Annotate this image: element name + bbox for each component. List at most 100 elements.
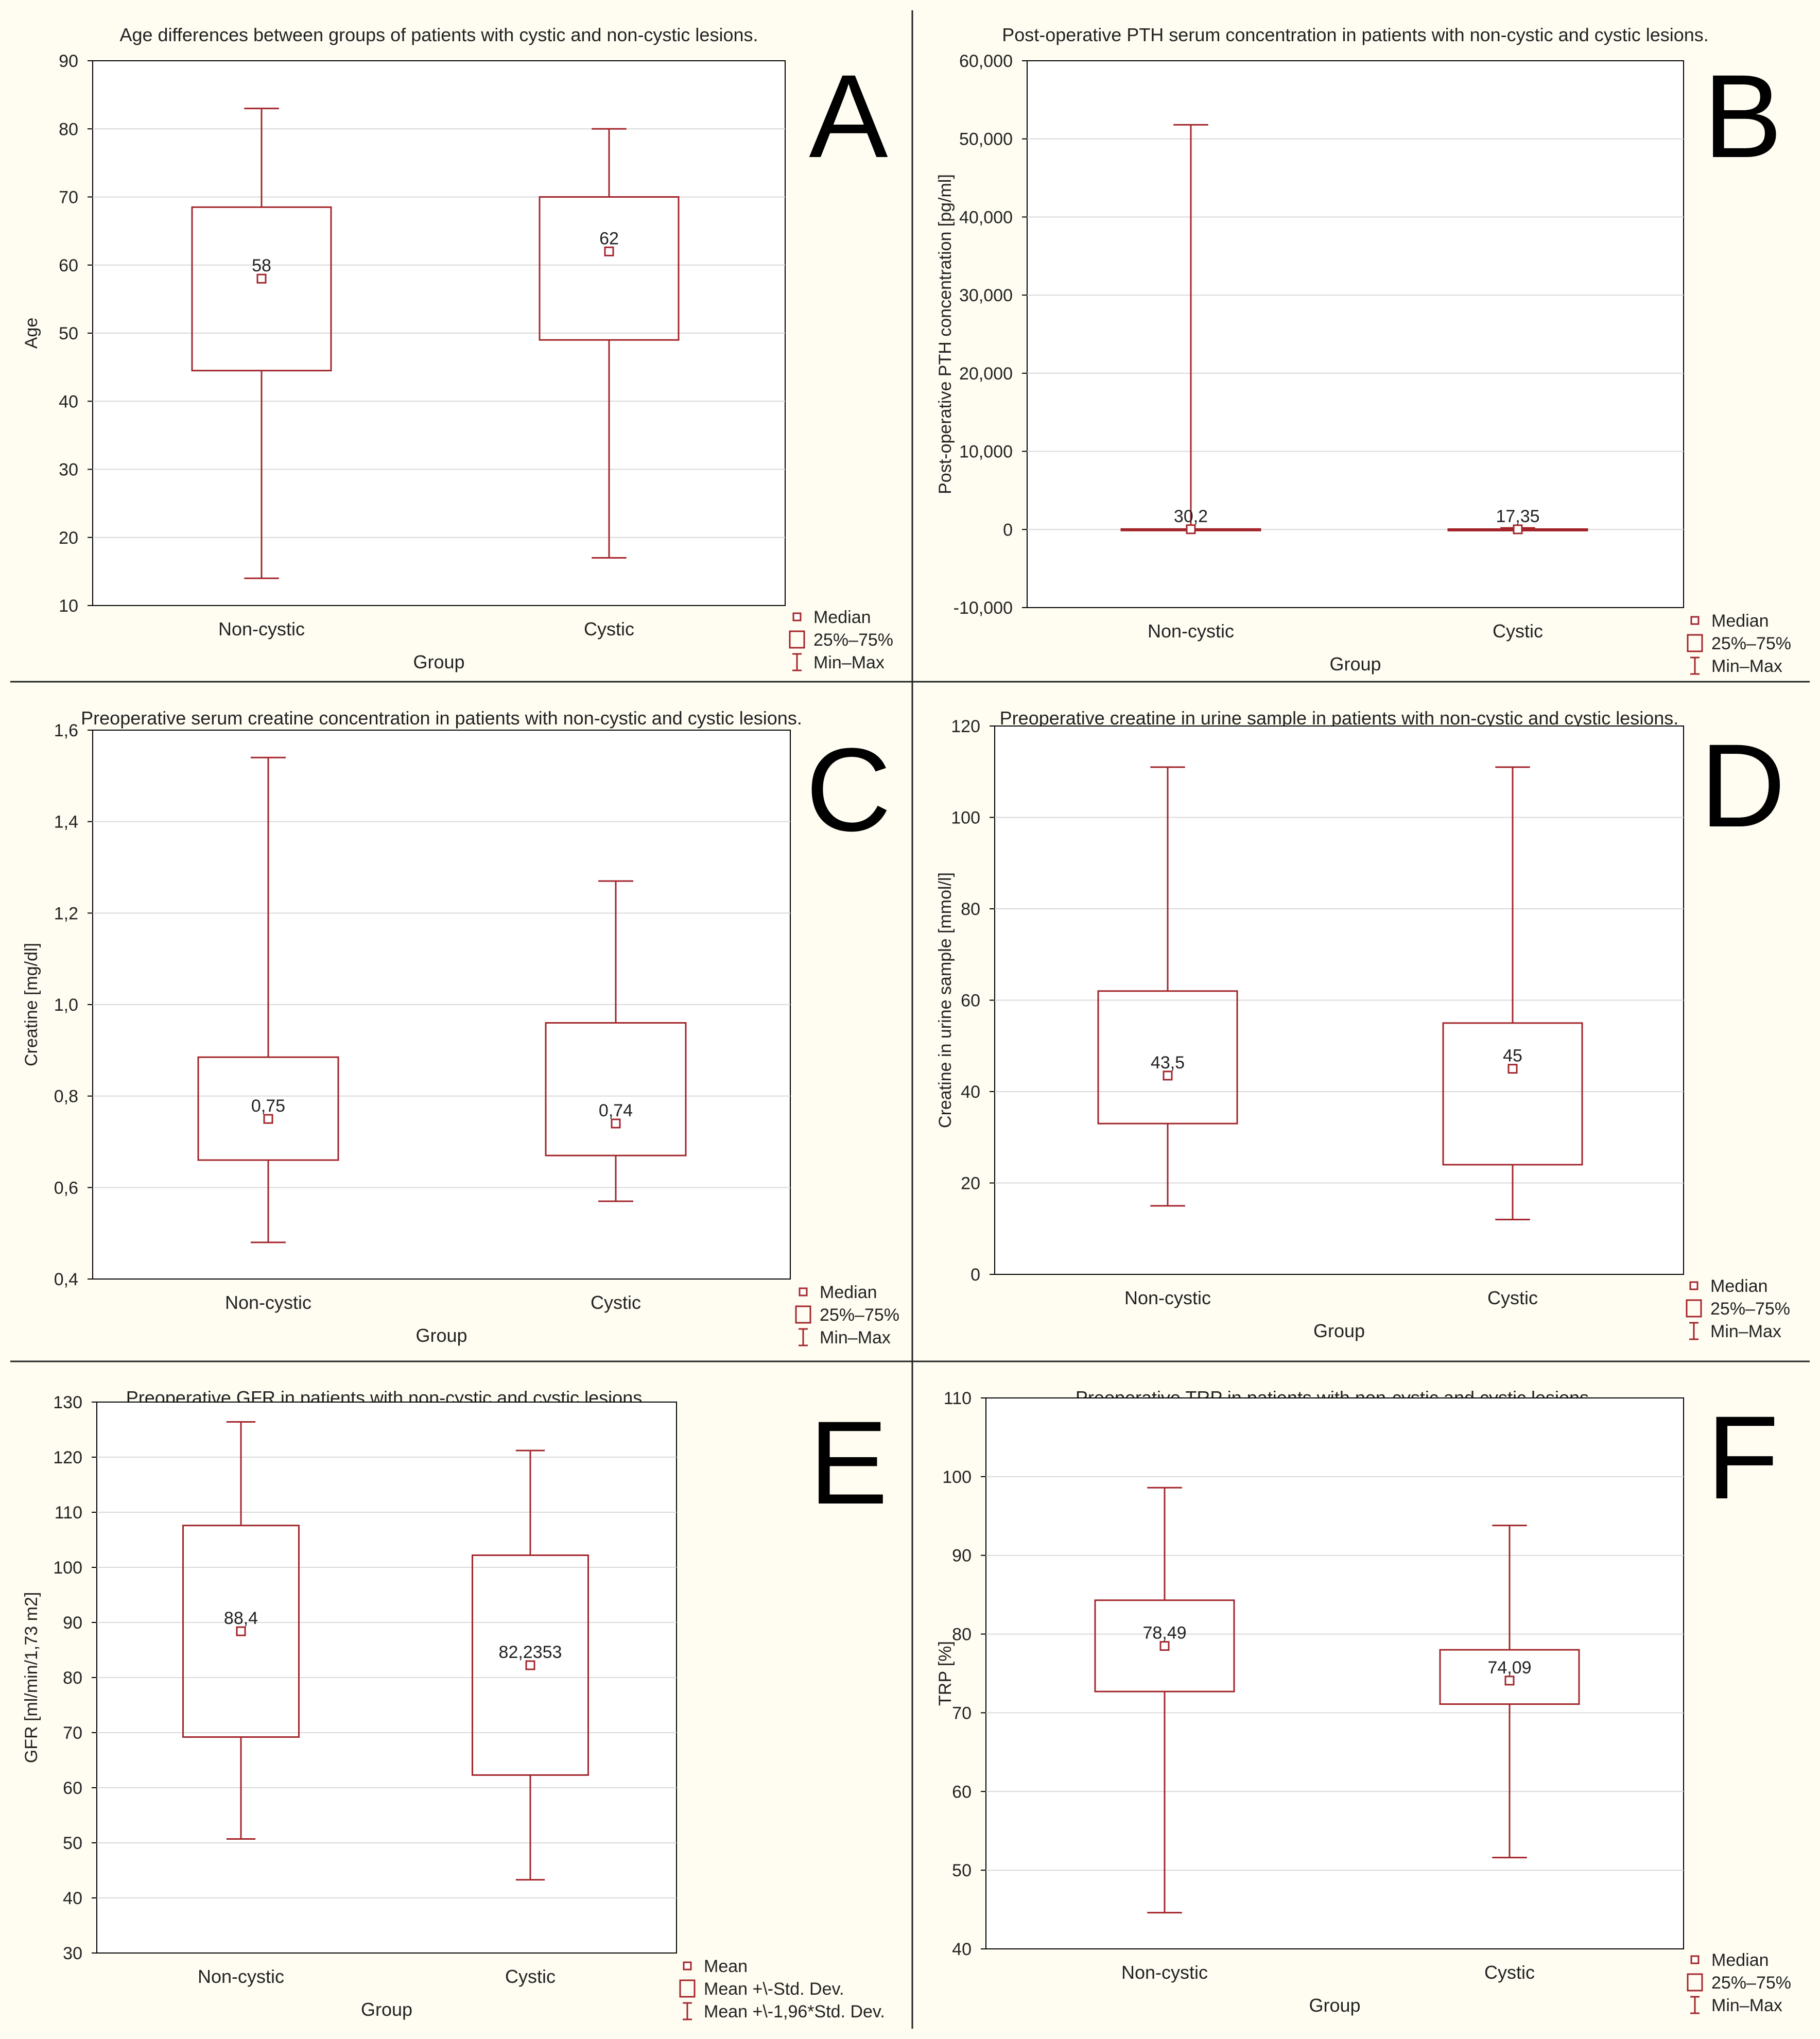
legend-box-swatch (1687, 1973, 1703, 1992)
box-cystic: 74,09 (1439, 1525, 1580, 1859)
y-tick-label: 70 (63, 1723, 82, 1743)
y-tick-label: 90 (63, 1613, 82, 1633)
iqr-box (1439, 1649, 1580, 1705)
y-tick-label: 70 (59, 188, 78, 208)
y-tick-label: 30 (59, 460, 78, 480)
y-tick-label: 10,000 (959, 442, 1013, 462)
panel-a: Age differences between groups of patien… (22, 24, 893, 672)
center-label: 0,75 (251, 1096, 285, 1116)
y-axis-label: TRP [%] (935, 1641, 955, 1706)
x-tick-label: Non-cystic (198, 1966, 284, 1987)
center-marker (1513, 524, 1523, 534)
center-marker (1163, 1070, 1173, 1081)
y-tick-label: 1,0 (54, 995, 78, 1015)
x-axis-label: Group (1329, 653, 1381, 675)
y-tick-label: 60 (961, 991, 980, 1011)
legend-center-swatch (683, 1961, 692, 1971)
y-tick-label: 0,6 (54, 1178, 78, 1198)
legend-box-swatch (679, 1979, 696, 1998)
y-tick-label: 0 (1003, 520, 1013, 540)
x-tick-label: Cystic (1484, 1962, 1535, 1983)
legend-box-swatch (795, 1305, 811, 1324)
center-marker (525, 1660, 535, 1670)
y-tick-label: 50 (952, 1861, 972, 1880)
legend-center-swatch (1690, 1955, 1700, 1964)
y-tick-label: 1,2 (54, 904, 78, 923)
panel-letter: B (1703, 50, 1782, 182)
box-non-cystic: 78,49 (1094, 1487, 1235, 1914)
legend: Median 25%–75% Min–Max (1686, 1276, 1790, 1341)
iqr-box (182, 1525, 300, 1738)
y-tick-label: 40 (952, 1940, 972, 1959)
box-cystic: 45 (1442, 766, 1583, 1220)
x-axis-label: Group (1313, 1320, 1365, 1341)
box-non-cystic: 88,4 (182, 1421, 300, 1840)
legend: Median 25%–75% Min–Max (795, 1283, 899, 1347)
box-cystic: 82,2353 (472, 1449, 589, 1881)
center-label: 17,35 (1496, 507, 1539, 526)
iqr-box (1097, 990, 1238, 1125)
legend-label: Median (1711, 1950, 1769, 1970)
x-axis-label: Group (361, 1999, 412, 2020)
iqr-box (191, 206, 332, 372)
iqr-box (197, 1056, 339, 1161)
legend-label: Mean (704, 1957, 748, 1976)
x-tick-label: Non-cystic (218, 618, 305, 640)
x-tick-label: Cystic (1493, 620, 1543, 642)
y-tick-label: 1,6 (54, 721, 78, 740)
y-tick-label: 80 (63, 1668, 82, 1688)
box-cystic: 62 (539, 128, 680, 559)
box-cystic: 0,74 (545, 880, 687, 1202)
box-non-cystic: 0,75 (197, 756, 339, 1243)
y-tick-label: 20 (59, 528, 78, 548)
legend: Mean Mean +\-Std. Dev. Mean +\-1,96*Std. D… (679, 1957, 885, 2021)
y-tick-label: 1,4 (54, 813, 78, 832)
y-tick-label: 80 (59, 119, 78, 139)
center-marker (256, 273, 267, 284)
legend-label: Min–Max (813, 653, 885, 672)
box-cystic: 17,35 (1447, 507, 1588, 534)
center-marker (604, 246, 614, 256)
x-tick-label: Non-cystic (1121, 1962, 1208, 1983)
center-label: 88,4 (224, 1609, 258, 1628)
legend-label: Min–Max (1711, 1996, 1782, 2015)
chart-title: Preoperative creatine in urine sample in… (1000, 707, 1679, 729)
legend-box-swatch (1686, 1299, 1702, 1318)
y-tick-label: 90 (952, 1546, 972, 1566)
y-axis-label: Age (22, 318, 41, 349)
iqr-box (472, 1554, 589, 1776)
y-tick-label: 50 (59, 324, 78, 343)
y-axis-label: GFR [ml/min/1,73 m2] (22, 1592, 41, 1764)
center-label: 30,2 (1174, 507, 1208, 526)
y-tick-label: 60 (952, 1782, 972, 1802)
y-axis-label: Creatine in urine sample [mmol/l] (935, 872, 955, 1128)
center-marker (1507, 1064, 1518, 1074)
x-tick-label: Cystic (591, 1292, 641, 1313)
y-tick-label: 40 (63, 1889, 82, 1908)
y-tick-label: 80 (961, 900, 980, 919)
legend-label: 25%–75% (1710, 1299, 1790, 1319)
y-tick-label: 40,000 (959, 208, 1013, 227)
center-marker (1159, 1641, 1170, 1651)
y-tick-label: 100 (951, 808, 980, 828)
iqr-box (545, 1022, 687, 1156)
legend-center-swatch (799, 1287, 808, 1297)
panel-letter: A (809, 50, 888, 182)
legend-center-swatch (1690, 616, 1700, 625)
legend: Median 25%–75% Min–Max (789, 608, 893, 672)
y-tick-label: 10 (59, 596, 78, 616)
center-label: 82,2353 (499, 1643, 562, 1662)
iqr-box (1442, 1022, 1583, 1166)
x-tick-label: Cystic (1487, 1287, 1538, 1308)
y-tick-label: 0 (970, 1265, 980, 1285)
iqr-box (539, 196, 680, 341)
y-tick-label: 70 (952, 1703, 972, 1723)
legend-label: 25%–75% (813, 630, 893, 650)
y-tick-label: 20 (961, 1174, 980, 1194)
legend-box-swatch (1687, 634, 1703, 652)
legend-label: Mean +\-1,96*Std. Dev. (704, 2002, 885, 2021)
y-tick-label: 0,8 (54, 1087, 78, 1107)
y-tick-label: 40 (961, 1082, 980, 1102)
iqr-box (1094, 1599, 1235, 1692)
center-label: 0,74 (599, 1101, 633, 1120)
